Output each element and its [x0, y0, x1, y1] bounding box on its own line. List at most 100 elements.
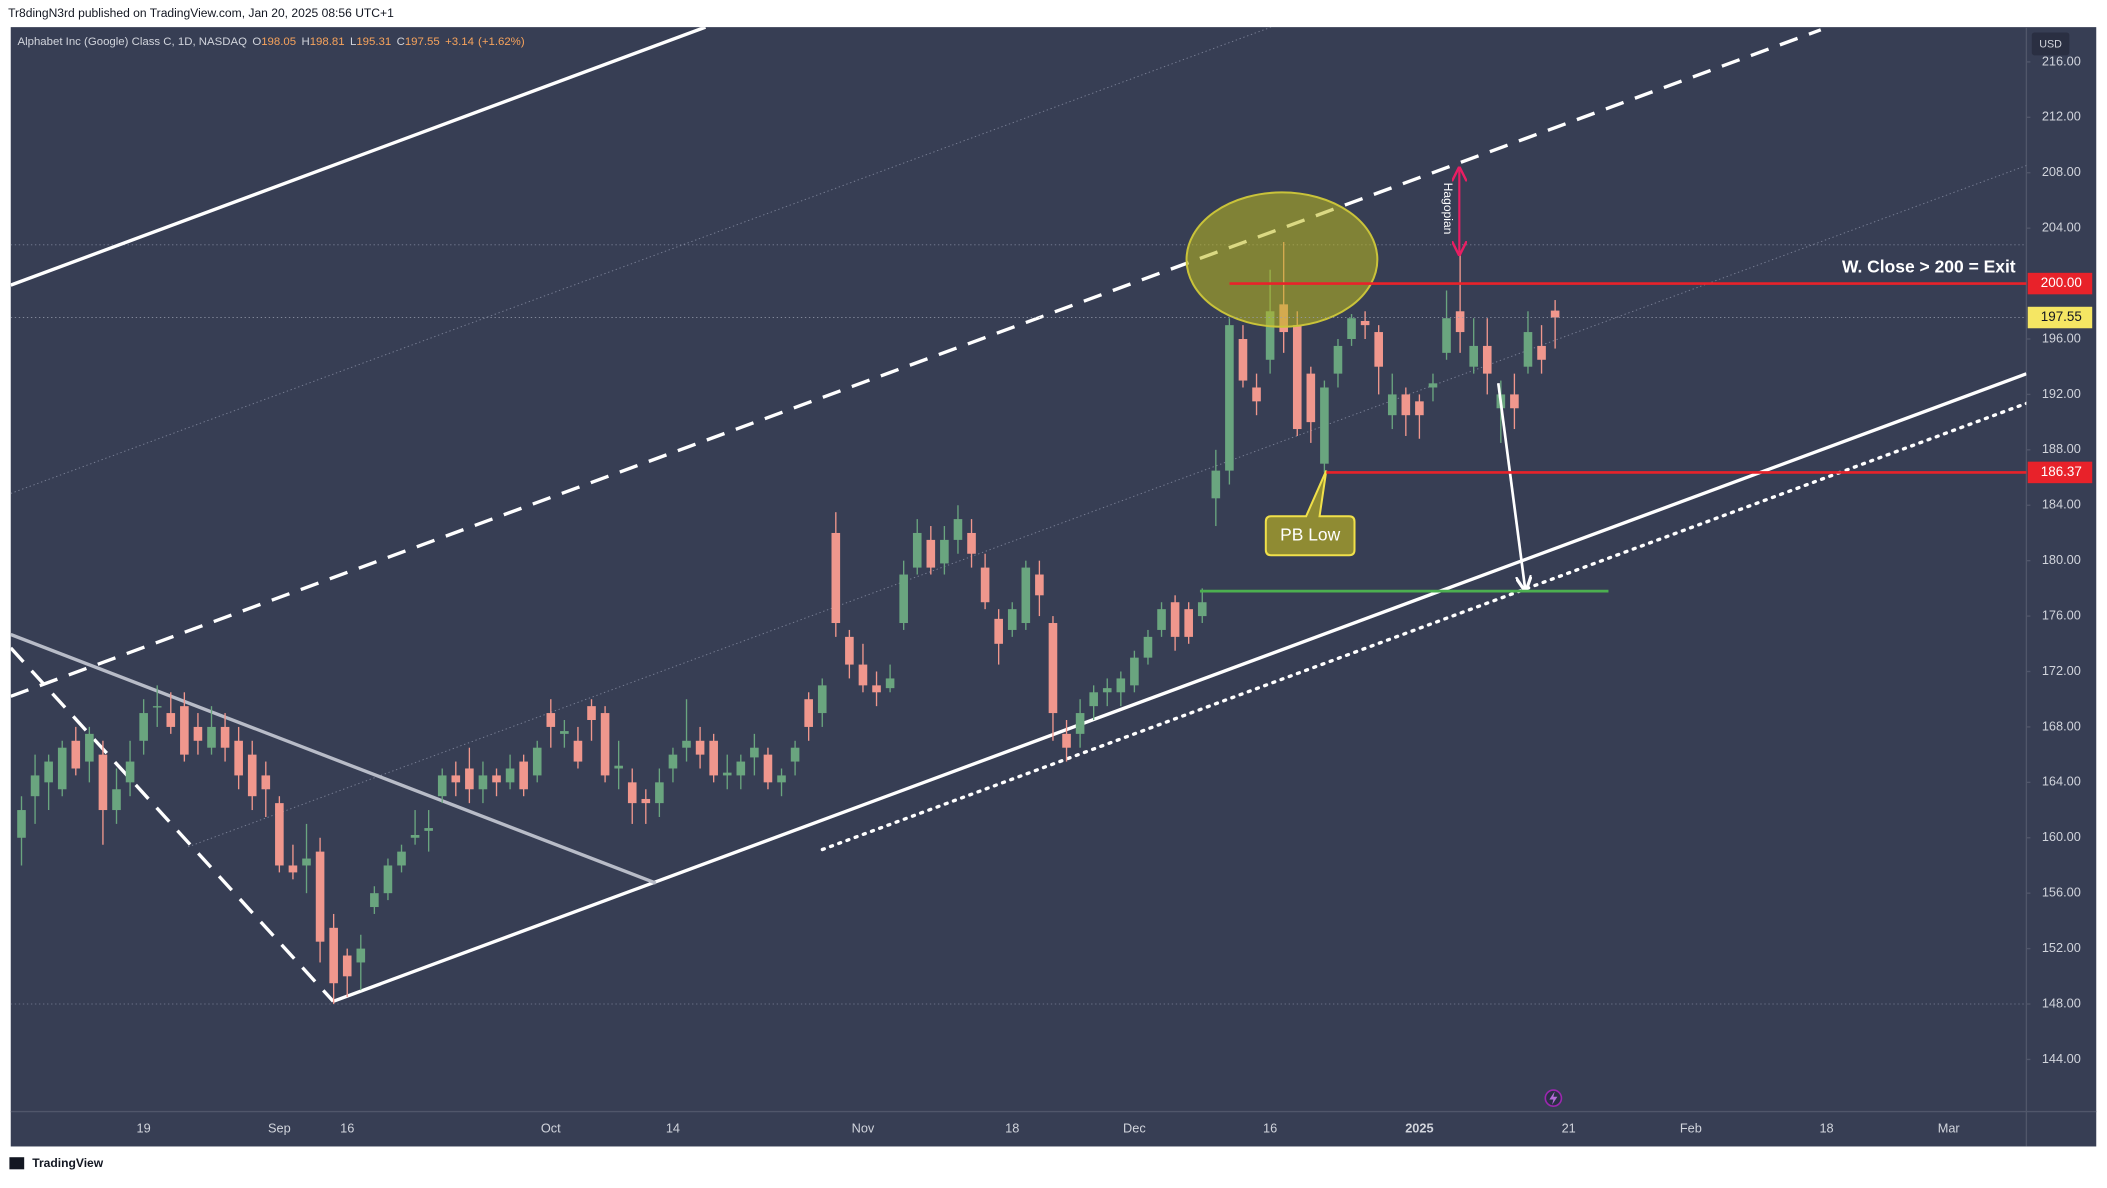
candle-body	[1062, 733, 1071, 748]
channel-dashed	[10, 28, 1822, 698]
y-tick-label: 180.00	[2042, 552, 2081, 567]
pb-low-label: PB Low	[1280, 524, 1341, 544]
publisher: Tr8dingN3rd published on TradingView.com…	[8, 6, 394, 20]
candle-body	[1102, 688, 1112, 693]
candle-body	[872, 685, 881, 693]
candle-body	[152, 706, 162, 708]
candle-body	[288, 865, 298, 873]
candle-body	[560, 731, 569, 734]
x-tick-label: 18	[1005, 1120, 1019, 1135]
brand-logo	[9, 1157, 25, 1170]
l-prefix: L	[350, 36, 356, 48]
candle-body	[614, 765, 623, 769]
event-bolt	[1549, 1091, 1558, 1105]
candle-body	[1333, 345, 1343, 374]
currency-box[interactable]	[2031, 32, 2070, 56]
candle-body	[1455, 311, 1465, 333]
x-tick-label: 2025	[1405, 1120, 1433, 1135]
candle-body	[356, 948, 366, 963]
c-value: 197.55	[405, 36, 440, 48]
currency: USD	[2039, 38, 2062, 50]
candle-body	[1537, 345, 1546, 360]
candle-body	[1021, 567, 1031, 624]
candle-body	[858, 664, 868, 686]
candle-body	[98, 754, 108, 811]
candle-body	[790, 747, 800, 762]
candle-body	[1265, 311, 1275, 360]
h-prefix: H	[301, 36, 309, 48]
candle-body	[926, 539, 936, 568]
channel-top	[10, 27, 707, 287]
candle-body	[1048, 623, 1058, 714]
x-tick-label: 18	[1819, 1120, 1833, 1135]
y-tick-label: 160.00	[2042, 829, 2081, 844]
y-tick-label: 192.00	[2042, 386, 2081, 401]
candle-body	[1482, 345, 1492, 374]
candle-body	[587, 706, 596, 720]
candle-body	[1211, 470, 1221, 499]
level-label: 186.37	[2041, 464, 2082, 479]
candle-body	[1550, 310, 1560, 318]
change: +3.14	[445, 36, 475, 48]
candle-body	[410, 834, 420, 838]
candle-body	[695, 740, 705, 755]
candle-body	[804, 699, 813, 727]
candle-body	[967, 532, 976, 554]
y-tick-label: 196.00	[2042, 330, 2081, 345]
candle-body	[261, 775, 271, 790]
candle-body	[899, 574, 908, 624]
y-tick-label: 144.00	[2042, 1051, 2081, 1066]
candle-body	[383, 865, 393, 894]
brand: TradingView	[32, 1156, 104, 1170]
candle-body	[1374, 332, 1383, 367]
candle-body	[139, 713, 148, 741]
channel-bottom	[332, 372, 2027, 1003]
candle-body	[1428, 383, 1438, 388]
candle-body	[1469, 345, 1478, 367]
y-tick-label: 152.00	[2042, 940, 2081, 955]
candle-body	[1157, 609, 1166, 630]
candle-body	[125, 761, 135, 783]
o-prefix: O	[252, 36, 261, 48]
y-tick-label: 172.00	[2042, 663, 2081, 678]
candle-body	[275, 803, 284, 866]
y-tick-label: 176.00	[2042, 607, 2081, 622]
candle-body	[207, 726, 216, 748]
candle-body	[641, 798, 651, 804]
candle-body	[478, 775, 488, 790]
candle-body	[44, 761, 53, 783]
y-tick-label: 188.00	[2042, 441, 2081, 456]
x-tick-label: Dec	[1123, 1120, 1146, 1135]
candle-body	[1089, 692, 1098, 707]
chart-bg	[10, 27, 2097, 1147]
y-tick-label: 164.00	[2042, 774, 2081, 789]
candle-body	[1360, 320, 1370, 326]
candle-body	[17, 810, 26, 838]
candle-body	[166, 713, 176, 727]
y-tick-label: 156.00	[2042, 885, 2081, 900]
candle-body	[736, 761, 746, 776]
y-tick-label: 168.00	[2042, 718, 2081, 733]
candle-body	[247, 754, 257, 797]
o-value: 198.05	[261, 36, 296, 48]
candle-body	[315, 851, 325, 942]
channel-mid	[187, 165, 2027, 848]
candle-body	[1007, 609, 1017, 630]
x-tick-label: 19	[137, 1120, 151, 1135]
candle-body	[1292, 325, 1302, 430]
candle-body	[912, 532, 922, 568]
drawings	[10, 27, 2027, 1005]
candle-body	[424, 828, 433, 831]
candle-body	[532, 747, 542, 776]
level-label: 200.00	[2041, 275, 2082, 290]
candle-body	[492, 775, 501, 783]
candle-body	[750, 747, 759, 758]
overlay: Hagopian PB Low W. Close > 200 = Exit 19…	[10, 170, 2093, 1107]
candle-body	[627, 782, 637, 804]
y-tick-label: 204.00	[2042, 220, 2081, 235]
y-tick-label: 208.00	[2042, 164, 2081, 179]
candle-body	[451, 775, 461, 783]
level-box	[2027, 272, 2093, 295]
candle-body	[709, 740, 718, 776]
